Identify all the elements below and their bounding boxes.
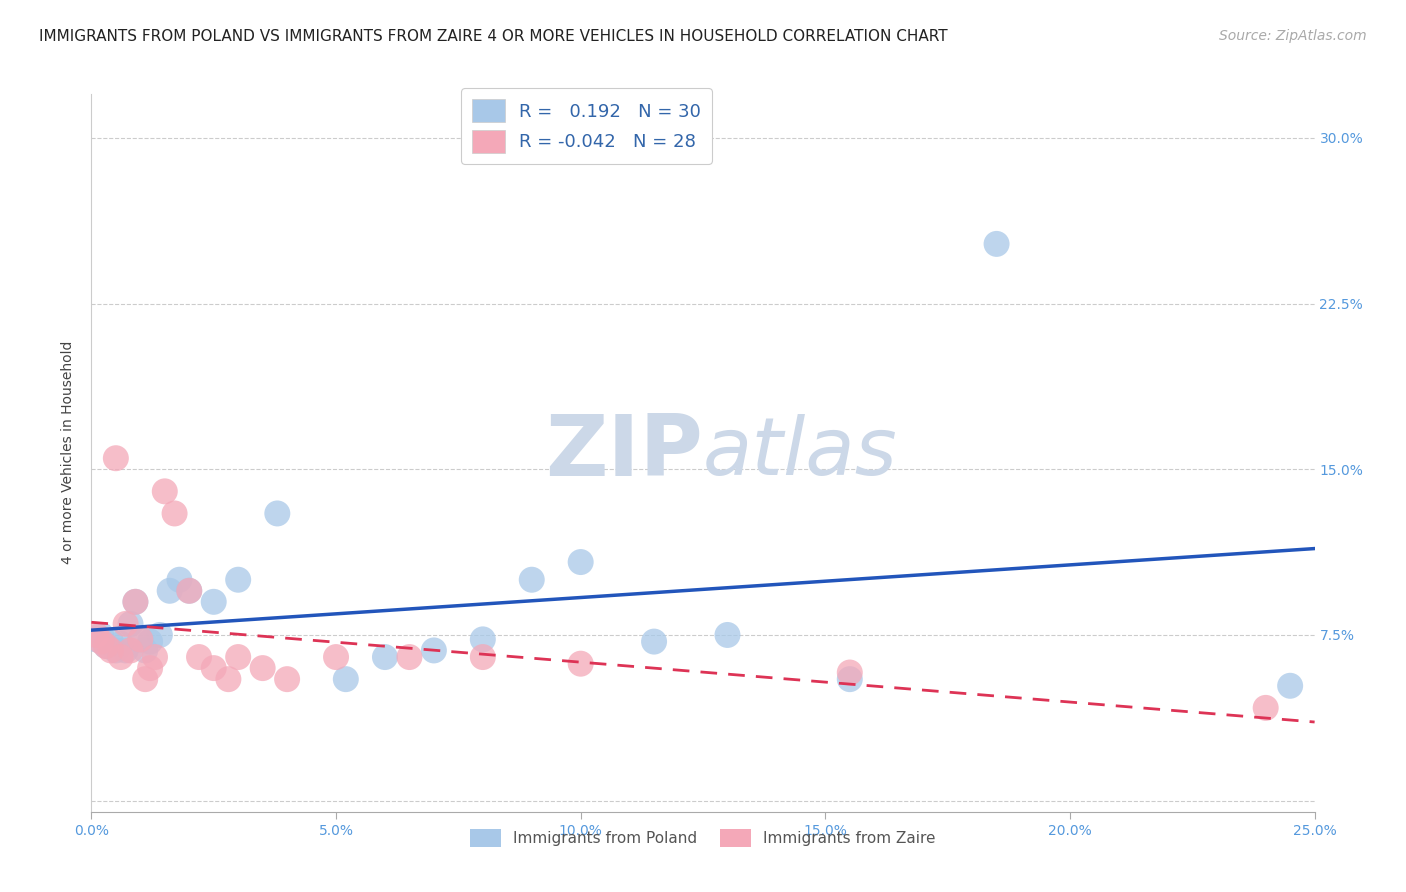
Y-axis label: 4 or more Vehicles in Household: 4 or more Vehicles in Household [62, 341, 76, 565]
Point [643, 634, 665, 648]
Point [143, 650, 166, 665]
Point [84, 628, 107, 642]
Text: atlas: atlas [703, 414, 898, 491]
Point [398, 650, 420, 665]
Point [838, 665, 860, 680]
Point [124, 595, 146, 609]
Point [471, 650, 494, 665]
Point [114, 643, 136, 657]
Point [120, 616, 142, 631]
Point [325, 650, 347, 665]
Point [716, 628, 738, 642]
Point [335, 672, 357, 686]
Point [159, 583, 181, 598]
Point [129, 632, 152, 647]
Point [471, 632, 494, 647]
Point [202, 595, 225, 609]
Point [110, 650, 132, 665]
Point [134, 643, 156, 657]
Point [94, 639, 117, 653]
Point [139, 661, 162, 675]
Point [188, 650, 211, 665]
Point [520, 573, 543, 587]
Point [100, 643, 122, 657]
Text: IMMIGRANTS FROM POLAND VS IMMIGRANTS FROM ZAIRE 4 OR MORE VEHICLES IN HOUSEHOLD : IMMIGRANTS FROM POLAND VS IMMIGRANTS FRO… [39, 29, 948, 44]
Text: Source: ZipAtlas.com: Source: ZipAtlas.com [1219, 29, 1367, 43]
Point [94, 639, 117, 653]
Legend: Immigrants from Poland, Immigrants from Zaire: Immigrants from Poland, Immigrants from … [463, 822, 943, 855]
Point [1254, 701, 1277, 715]
Point [104, 643, 127, 657]
Point [90, 634, 112, 648]
Point [124, 595, 146, 609]
Point [374, 650, 396, 665]
Text: ZIP: ZIP [546, 411, 703, 494]
Point [100, 634, 122, 648]
Point [114, 616, 136, 631]
Point [163, 507, 186, 521]
Point [226, 650, 249, 665]
Point [104, 451, 127, 466]
Point [569, 657, 592, 671]
Point [120, 643, 142, 657]
Point [202, 661, 225, 675]
Point [569, 555, 592, 569]
Point [217, 672, 239, 686]
Point [226, 573, 249, 587]
Point [84, 632, 107, 647]
Point [110, 637, 132, 651]
Point [169, 573, 191, 587]
Point [153, 484, 176, 499]
Point [252, 661, 274, 675]
Point [1279, 679, 1302, 693]
Point [423, 643, 446, 657]
Point [134, 672, 156, 686]
Point [276, 672, 298, 686]
Point [149, 628, 172, 642]
Point [179, 583, 201, 598]
Point [139, 634, 162, 648]
Point [129, 632, 152, 647]
Point [179, 583, 201, 598]
Point [90, 628, 112, 642]
Point [838, 672, 860, 686]
Point [266, 507, 288, 521]
Point [986, 236, 1008, 251]
